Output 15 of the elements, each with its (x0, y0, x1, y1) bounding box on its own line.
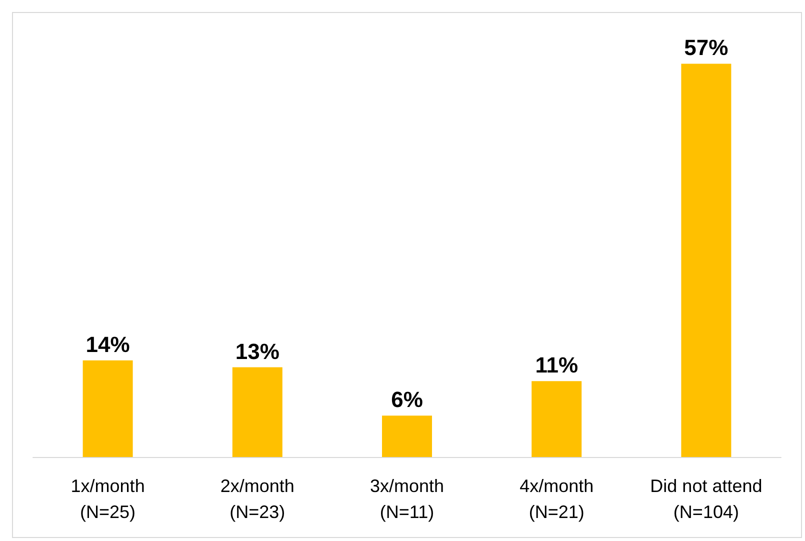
data-label: 13% (235, 338, 280, 364)
bar (681, 64, 732, 457)
x-tick-label: Did not attend (N=104) (650, 476, 762, 522)
bar (232, 367, 282, 457)
data-label: 14% (86, 332, 130, 357)
data-label: 11% (535, 352, 578, 378)
x-tick-label: 3x/month (N=11) (370, 476, 444, 522)
x-tick-label: 1x/month (N=25) (70, 476, 145, 522)
data-label: 57% (684, 35, 728, 60)
bar (532, 381, 582, 457)
bar (82, 360, 133, 457)
x-tick-label: 4x/month (N=21) (520, 476, 594, 522)
bar (382, 416, 432, 457)
data-label: 6% (391, 387, 423, 412)
x-tick-label: 2x/month (N=23) (220, 476, 294, 522)
